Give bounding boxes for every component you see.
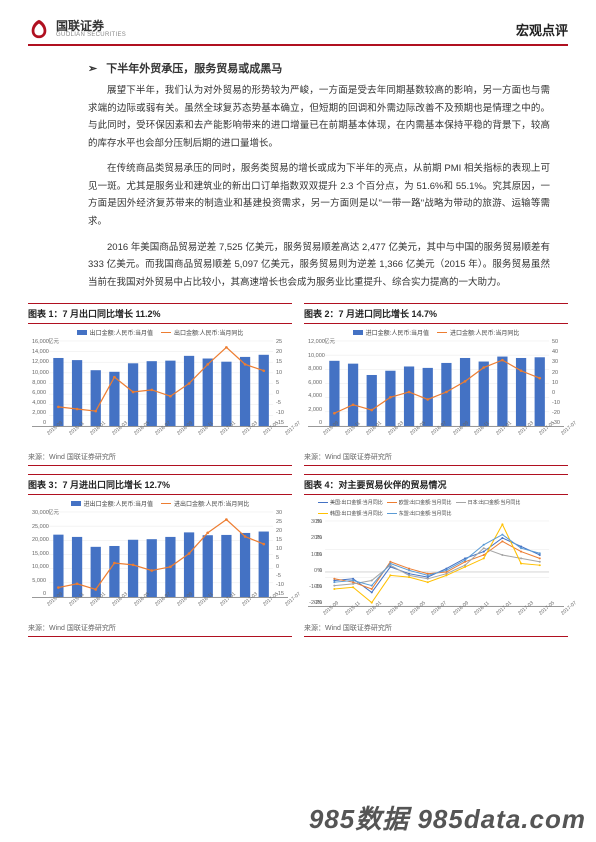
chart-source: 来源：Wind 国联证券研究所 — [304, 623, 568, 637]
arrow-icon: ➢ — [88, 63, 97, 75]
paragraph: 展望下半年，我们认为对外贸易的形势较为严峻，一方面是受去年同期基数较高的影响，另… — [88, 82, 550, 152]
chart-title: 图表 2：7 月进口同比增长 14.7% — [304, 307, 568, 320]
document-type: 宏观点评 — [516, 20, 568, 39]
legend-item: 进出口金额:人民币:当月值 — [71, 499, 153, 508]
section-title: ➢ 下半年外贸承压，服务贸易或成黑马 — [88, 60, 568, 76]
watermark: 985数据 985data.com — [309, 799, 586, 836]
legend-item: 进口金额:人民币:当月值 — [353, 328, 429, 337]
legend-item: 东盟:出口金额:当月同比 — [387, 510, 452, 517]
logo-icon — [28, 18, 50, 40]
chart-1: 图表 1：7 月出口同比增长 11.2% 出口金额:人民币:当月值 出口金额:人民… — [28, 303, 292, 466]
chart-source: 来源：Wind 国联证券研究所 — [28, 452, 292, 466]
company-name-cn: 国联证券 — [56, 20, 126, 32]
paragraph: 2016 年美国商品贸易逆差 7,525 亿美元，服务贸易顺差高达 2,477 … — [88, 239, 550, 292]
chart-2: 图表 2：7 月进口同比增长 14.7% 进口金额:人民币:当月值 进口金额:人民… — [304, 303, 568, 466]
legend-item: 日本:出口金额:当月同比 — [456, 499, 521, 506]
charts-grid: 图表 1：7 月出口同比增长 11.2% 出口金额:人民币:当月值 出口金额:人民… — [28, 303, 568, 637]
page-header: 国联证券 GUOLIAN SECURITIES 宏观点评 — [28, 18, 568, 46]
legend-item: 欧盟:出口金额:当月同比 — [387, 499, 452, 506]
chart-4: 图表 4：对主要贸易伙伴的贸易情况美国:出口金额:当月同比欧盟:出口金额:当月同… — [304, 474, 568, 637]
chart-source: 来源：Wind 国联证券研究所 — [28, 623, 292, 637]
chart-source: 来源：Wind 国联证券研究所 — [304, 452, 568, 466]
company-logo: 国联证券 GUOLIAN SECURITIES — [28, 18, 126, 40]
chart-title: 图表 1：7 月出口同比增长 11.2% — [28, 307, 292, 320]
paragraph: 在传统商品类贸易承压的同时，服务类贸易的增长或成为下半年的亮点，从前期 PMI … — [88, 160, 550, 230]
legend-item: 美国:出口金额:当月同比 — [318, 499, 383, 506]
chart-3: 图表 3：7 月进出口同比增长 12.7% 进出口金额:人民币:当月值 进出口金额… — [28, 474, 292, 637]
legend-item: 进出口金额:人民币:当月同比 — [161, 499, 249, 508]
company-name-en: GUOLIAN SECURITIES — [56, 32, 126, 38]
legend-item: 出口金额:人民币:当月值 — [77, 328, 153, 337]
legend-item: 韩国:出口金额:当月同比 — [318, 510, 383, 517]
chart-title: 图表 3：7 月进出口同比增长 12.7% — [28, 478, 292, 491]
chart-title: 图表 4：对主要贸易伙伴的贸易情况 — [304, 478, 568, 491]
legend-item: 出口金额:人民币:当月同比 — [161, 328, 243, 337]
legend-item: 进口金额:人民币:当月同比 — [437, 328, 519, 337]
